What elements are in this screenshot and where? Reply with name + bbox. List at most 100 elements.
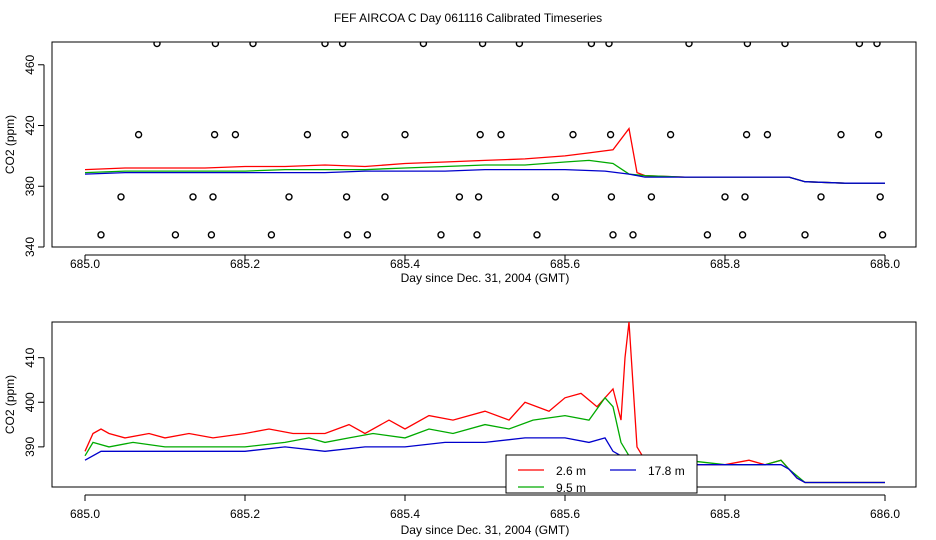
calibration-point [721, 193, 729, 201]
y-tick-label: 400 [23, 392, 37, 412]
y-axis: 340 380 420 460 [23, 54, 45, 257]
calibration-point [533, 231, 541, 239]
calibration-point [703, 231, 712, 239]
calibration-point [743, 42, 752, 48]
series-line-9-5-m [84, 159, 885, 184]
calibration-point [419, 42, 428, 48]
plot-frame [51, 41, 917, 248]
calibration-point [211, 42, 220, 48]
calibration-point [763, 130, 772, 139]
calibration-point [609, 231, 617, 239]
calibration-point [478, 42, 487, 48]
calibration-point [569, 130, 577, 139]
calibration-point [837, 130, 845, 139]
x-tick-label: 686.0 [870, 507, 900, 521]
series-group [84, 322, 885, 484]
calibration-point [134, 130, 143, 139]
calibration-points [97, 42, 887, 239]
calibration-point [587, 42, 596, 48]
y-tick-label: 410 [23, 347, 37, 367]
x-tick-label: 685.2 [230, 257, 260, 271]
x-tick-label: 685.0 [70, 507, 100, 521]
calibration-point [189, 193, 197, 201]
calibration-point [171, 231, 180, 239]
series-line-17-8-m [84, 168, 885, 184]
calibration-point [476, 130, 484, 139]
series-line-17-8-m [84, 437, 885, 484]
calibration-point [855, 42, 864, 48]
calibration-point [381, 193, 389, 201]
calibration-point [605, 42, 613, 48]
legend-label: 17.8 m [648, 464, 685, 478]
y-axis: 390 400 410 [23, 347, 45, 457]
x-tick-label: 685.8 [710, 507, 740, 521]
x-tick-label: 685.6 [550, 507, 580, 521]
calibration-point [455, 193, 464, 201]
x-axis: 685.0 685.2 685.4 685.6 685.8 686.0 [70, 254, 900, 271]
y-tick-label: 390 [23, 437, 37, 457]
calibration-point [437, 231, 445, 239]
calibration-point [249, 42, 257, 48]
x-tick-label: 686.0 [870, 257, 900, 271]
calibration-point [801, 231, 809, 239]
calibration-point [341, 130, 349, 139]
calibration-point [606, 130, 615, 139]
calibration-point [285, 193, 293, 201]
y-tick-label: 340 [23, 237, 37, 257]
y-axis-label: CO2 (ppm) [3, 115, 17, 174]
chart-title: FEF AIRCOA C Day 061116 Calibrated Times… [334, 11, 602, 25]
calibration-point [876, 193, 884, 201]
legend-label: 9.5 m [556, 481, 586, 495]
calibration-point [551, 193, 560, 201]
series-line-9-5-m [84, 396, 885, 484]
calibration-point [607, 193, 616, 201]
calibration-point [209, 193, 217, 201]
calibration-point [231, 130, 240, 139]
calibration-point [342, 193, 351, 201]
top-panel: 685.0 685.2 685.4 685.6 685.8 686.0 Day since … [3, 41, 917, 285]
x-axis-label: Day since Dec. 31, 2004 (GMT) [401, 271, 570, 285]
calibration-point [741, 193, 749, 201]
bottom-panel: 685.0 685.2 685.4 685.6 685.8 686.0 Day since … [3, 321, 917, 537]
x-axis-label: Day since Dec. 31, 2004 (GMT) [401, 523, 570, 537]
calibration-point [817, 193, 825, 201]
calibration-point [303, 130, 312, 139]
plot-frame [51, 321, 917, 488]
calibration-point [685, 42, 693, 48]
calibration-point [473, 231, 481, 239]
calibration-point [738, 231, 747, 239]
calibration-point [666, 130, 675, 139]
calibration-point [343, 231, 352, 239]
calibration-point [210, 130, 219, 139]
calibration-point [117, 193, 125, 201]
legend: 2.6 m 17.8 m 9.5 m [505, 454, 698, 495]
calibration-point [647, 193, 656, 201]
calibration-point [874, 130, 883, 139]
series-group [84, 42, 887, 239]
calibration-point [878, 231, 887, 239]
x-tick-label: 685.4 [390, 257, 420, 271]
x-tick-label: 685.6 [550, 257, 580, 271]
x-tick-label: 685.8 [710, 257, 740, 271]
calibration-point [97, 231, 105, 239]
calibration-point [338, 42, 347, 48]
calibration-point [742, 130, 751, 139]
series-line-2-6-m [84, 322, 885, 484]
calibration-point [267, 231, 276, 239]
y-tick-label: 420 [23, 115, 37, 135]
y-tick-label: 460 [23, 54, 37, 74]
x-tick-label: 685.4 [390, 507, 420, 521]
calibration-point [515, 42, 524, 48]
y-tick-label: 380 [23, 176, 37, 196]
x-tick-label: 685.0 [70, 257, 100, 271]
y-axis-label: CO2 (ppm) [3, 375, 17, 434]
calibration-point [321, 42, 329, 48]
legend-label: 2.6 m [556, 464, 586, 478]
calibration-point [474, 193, 483, 201]
calibration-point [363, 231, 372, 239]
calibration-point [153, 42, 161, 48]
calibration-point [873, 42, 881, 48]
x-axis: 685.0 685.2 685.4 685.6 685.8 686.0 [70, 494, 900, 521]
x-tick-label: 685.2 [230, 507, 260, 521]
